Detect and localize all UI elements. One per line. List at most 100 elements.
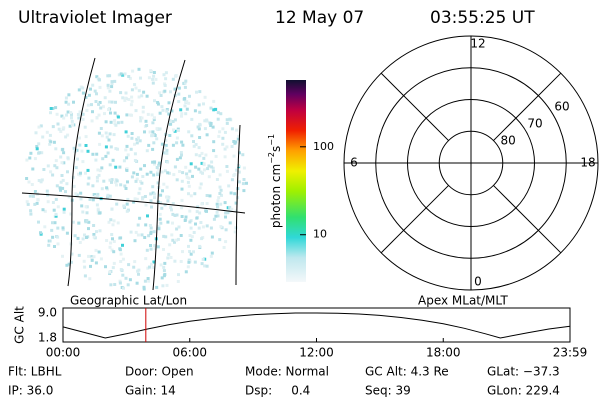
speckle — [171, 212, 175, 216]
speckle — [237, 180, 241, 184]
speckle — [114, 165, 118, 169]
speckle — [143, 164, 146, 168]
speckle — [228, 221, 232, 225]
speckle — [138, 187, 142, 191]
speckle — [85, 108, 89, 112]
speckle — [78, 136, 81, 140]
speckle — [187, 101, 191, 105]
speckle — [99, 127, 103, 130]
speckle — [49, 111, 52, 115]
speckle — [185, 175, 189, 179]
speckle — [151, 160, 155, 164]
x-tick-label: 00:00 — [46, 346, 81, 360]
speckle — [223, 147, 227, 151]
speckle — [145, 94, 149, 98]
speckle — [123, 184, 127, 188]
speckle — [123, 96, 127, 100]
speckle — [205, 202, 209, 205]
image-caption: Geographic Lat/Lon — [70, 294, 187, 308]
speckle — [214, 214, 218, 218]
speckle — [216, 214, 220, 218]
speckle — [54, 214, 58, 218]
speckle — [33, 157, 37, 161]
speckle — [98, 101, 102, 104]
speckle — [40, 151, 44, 155]
speckle — [194, 165, 198, 169]
speckle — [113, 180, 117, 184]
speckle — [200, 202, 204, 206]
speckle — [195, 210, 199, 214]
speckle — [85, 236, 88, 239]
speckle — [51, 125, 55, 129]
speckle — [149, 244, 152, 247]
speckle — [219, 112, 223, 116]
speckle — [163, 89, 167, 93]
speckle — [149, 170, 153, 174]
speckle — [113, 79, 117, 83]
speckle — [188, 209, 192, 213]
speckle — [149, 232, 153, 235]
speckle — [165, 185, 169, 189]
speckle — [221, 127, 225, 131]
speckle — [192, 250, 195, 254]
speckle — [129, 147, 133, 151]
speckle — [97, 113, 101, 117]
speckle — [117, 73, 121, 77]
speckle — [161, 108, 165, 112]
speckle — [147, 234, 151, 238]
speckle — [232, 140, 236, 143]
speckle — [109, 145, 113, 149]
speckle — [65, 113, 68, 117]
speckle — [56, 122, 60, 126]
speckle — [86, 182, 90, 186]
speckle — [108, 74, 112, 78]
speckle — [69, 212, 73, 216]
speckle — [216, 205, 219, 209]
speckle — [173, 87, 177, 91]
speckle — [77, 221, 81, 225]
speckle — [126, 134, 130, 138]
uv-image — [25, 67, 248, 291]
speckle — [66, 156, 70, 160]
speckle — [118, 165, 122, 169]
speckle — [110, 207, 114, 211]
speckle — [85, 219, 89, 223]
speckle — [200, 237, 204, 241]
speckle — [125, 156, 129, 160]
speckle — [137, 67, 141, 71]
speckle — [111, 223, 115, 227]
speckle — [162, 265, 166, 269]
speckle — [140, 94, 144, 98]
speckle — [114, 100, 117, 104]
speckle — [194, 153, 198, 157]
speckle — [188, 220, 192, 224]
speckle — [48, 142, 52, 146]
speckle — [125, 169, 129, 172]
speckle — [153, 160, 156, 164]
speckle — [198, 211, 202, 215]
speckle — [124, 130, 128, 134]
speckle — [159, 221, 163, 225]
speckle — [95, 152, 99, 156]
speckle — [84, 144, 88, 147]
speckle — [180, 198, 184, 202]
speckle — [140, 116, 144, 120]
speckle — [116, 147, 119, 151]
speckle — [62, 207, 66, 211]
speckle — [94, 100, 98, 103]
speckle — [108, 163, 112, 167]
speckle — [144, 203, 148, 207]
speckle — [200, 161, 204, 165]
speckle — [80, 149, 84, 153]
speckle — [203, 168, 206, 172]
speckle — [190, 134, 194, 138]
mlt-label: 18 — [580, 156, 595, 170]
speckle — [156, 171, 159, 175]
speckle — [145, 172, 149, 176]
speckle — [141, 175, 145, 178]
speckle — [94, 261, 98, 265]
speckle — [134, 179, 138, 183]
speckle — [194, 143, 198, 146]
speckle — [104, 131, 108, 135]
